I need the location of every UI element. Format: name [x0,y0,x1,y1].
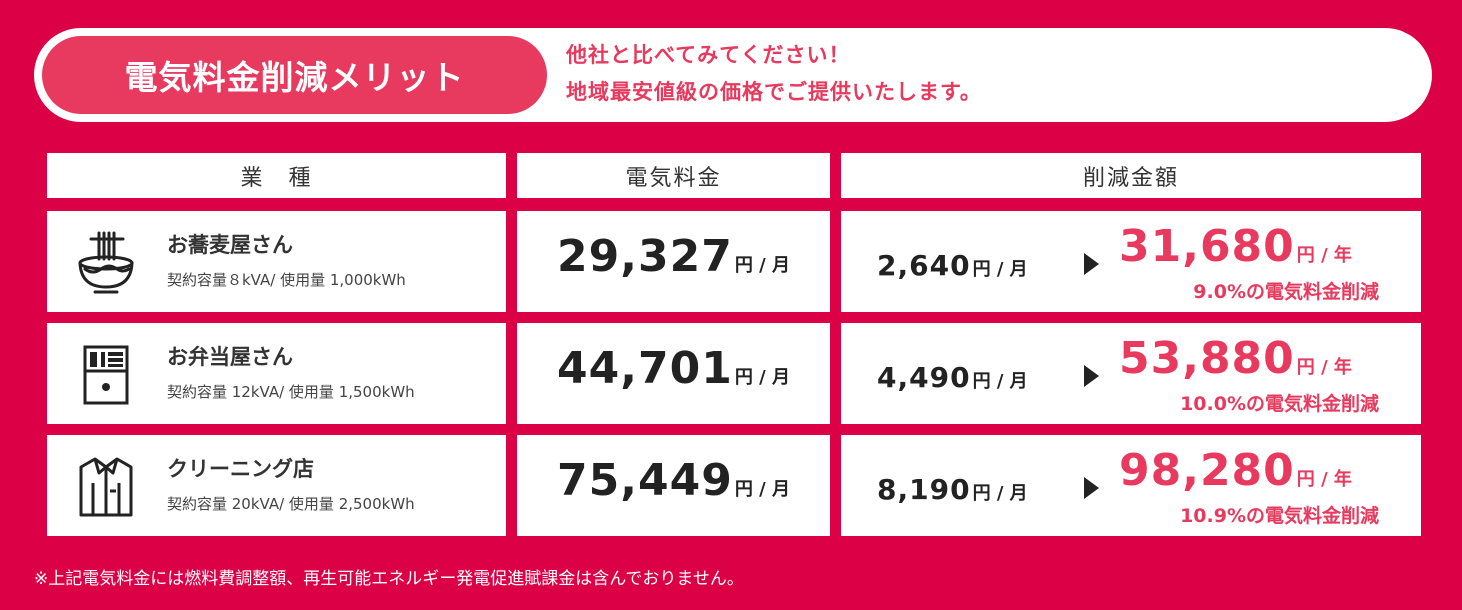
banner-message: 他社と比べてみてください！ 地域最安値級の価格でご提供いたします。 [566,37,982,111]
monthly-saving: 2,640 [877,249,971,282]
soba-bowl-icon [78,231,134,294]
business-cell: クリーニング店 契約容量 20kVA/ 使用量 2,500kWh [47,435,506,536]
monthly-fee: 44,701 [557,343,733,394]
header-business: 業 種 [47,153,506,198]
savings-cell: 2,640 円 / 月 31,680 円 / 年 9.0%の電気料金削減 [841,211,1421,312]
yearly-saving: 53,880 [1119,333,1295,384]
monthly-saving-unit: 円 / 月 [972,483,1028,504]
business-name: お弁当屋さん [167,345,293,369]
savings-cell: 8,190 円 / 月 98,280 円 / 年 10.9%の電気料金削減 [841,435,1421,536]
fee-unit: 円 / 月 [734,255,790,276]
banner-line-1: 他社と比べてみてください！ [566,43,851,67]
monthly-fee: 29,327 [557,231,733,282]
yearly-saving: 31,680 [1119,221,1295,272]
fee-cell: 75,449 円 / 月 [517,435,830,536]
business-capacity: 契約容量 12kVA/ 使用量 1,500kWh [167,383,415,401]
bento-cabinet-icon [83,345,129,405]
header-savings: 削減金額 [841,153,1421,198]
fee-cell: 29,327 円 / 月 [517,211,830,312]
arrow-right-icon [1084,365,1099,387]
arrow-right-icon [1084,253,1099,275]
monthly-saving-unit: 円 / 月 [972,371,1028,392]
yearly-saving-unit: 円 / 年 [1296,245,1352,266]
business-capacity: 契約容量８kVA/ 使用量 1,000kWh [167,271,406,289]
fee-cell: 44,701 円 / 月 [517,323,830,424]
fee-unit: 円 / 月 [734,479,790,500]
yearly-saving: 98,280 [1119,445,1295,496]
fee-unit: 円 / 月 [734,367,790,388]
monthly-saving: 8,190 [877,473,971,506]
arrow-right-icon [1084,477,1099,499]
reduction-rate: 10.0%の電気料金削減 [1180,393,1379,415]
savings-cell: 4,490 円 / 月 53,880 円 / 年 10.0%の電気料金削減 [841,323,1421,424]
monthly-saving: 4,490 [877,361,971,394]
monthly-saving-unit: 円 / 月 [972,259,1028,280]
yearly-saving-unit: 円 / 年 [1296,469,1352,490]
banner-line-2: 地域最安値級の価格でご提供いたします。 [566,80,982,104]
business-capacity: 契約容量 20kVA/ 使用量 2,500kWh [167,495,415,513]
monthly-fee: 75,449 [557,455,733,506]
reduction-rate: 10.9%の電気料金削減 [1180,505,1379,527]
business-cell: お弁当屋さん 契約容量 12kVA/ 使用量 1,500kWh [47,323,506,424]
yearly-saving-unit: 円 / 年 [1296,357,1352,378]
reduction-rate: 9.0%の電気料金削減 [1193,281,1379,303]
header-fee: 電気料金 [517,153,830,198]
footnote: ※上記電気料金には燃料費調整額、再生可能エネルギー発電促進賦課金は含んでおりませ… [34,569,744,589]
business-name: クリーニング店 [167,457,314,481]
business-cell: お蕎麦屋さん 契約容量８kVA/ 使用量 1,000kWh [47,211,506,312]
shirt-icon [79,457,133,517]
banner-title: 電気料金削減メリット [42,36,547,114]
banner: 電気料金削減メリット 他社と比べてみてください！ 地域最安値級の価格でご提供いた… [34,28,1432,122]
business-name: お蕎麦屋さん [167,233,293,257]
